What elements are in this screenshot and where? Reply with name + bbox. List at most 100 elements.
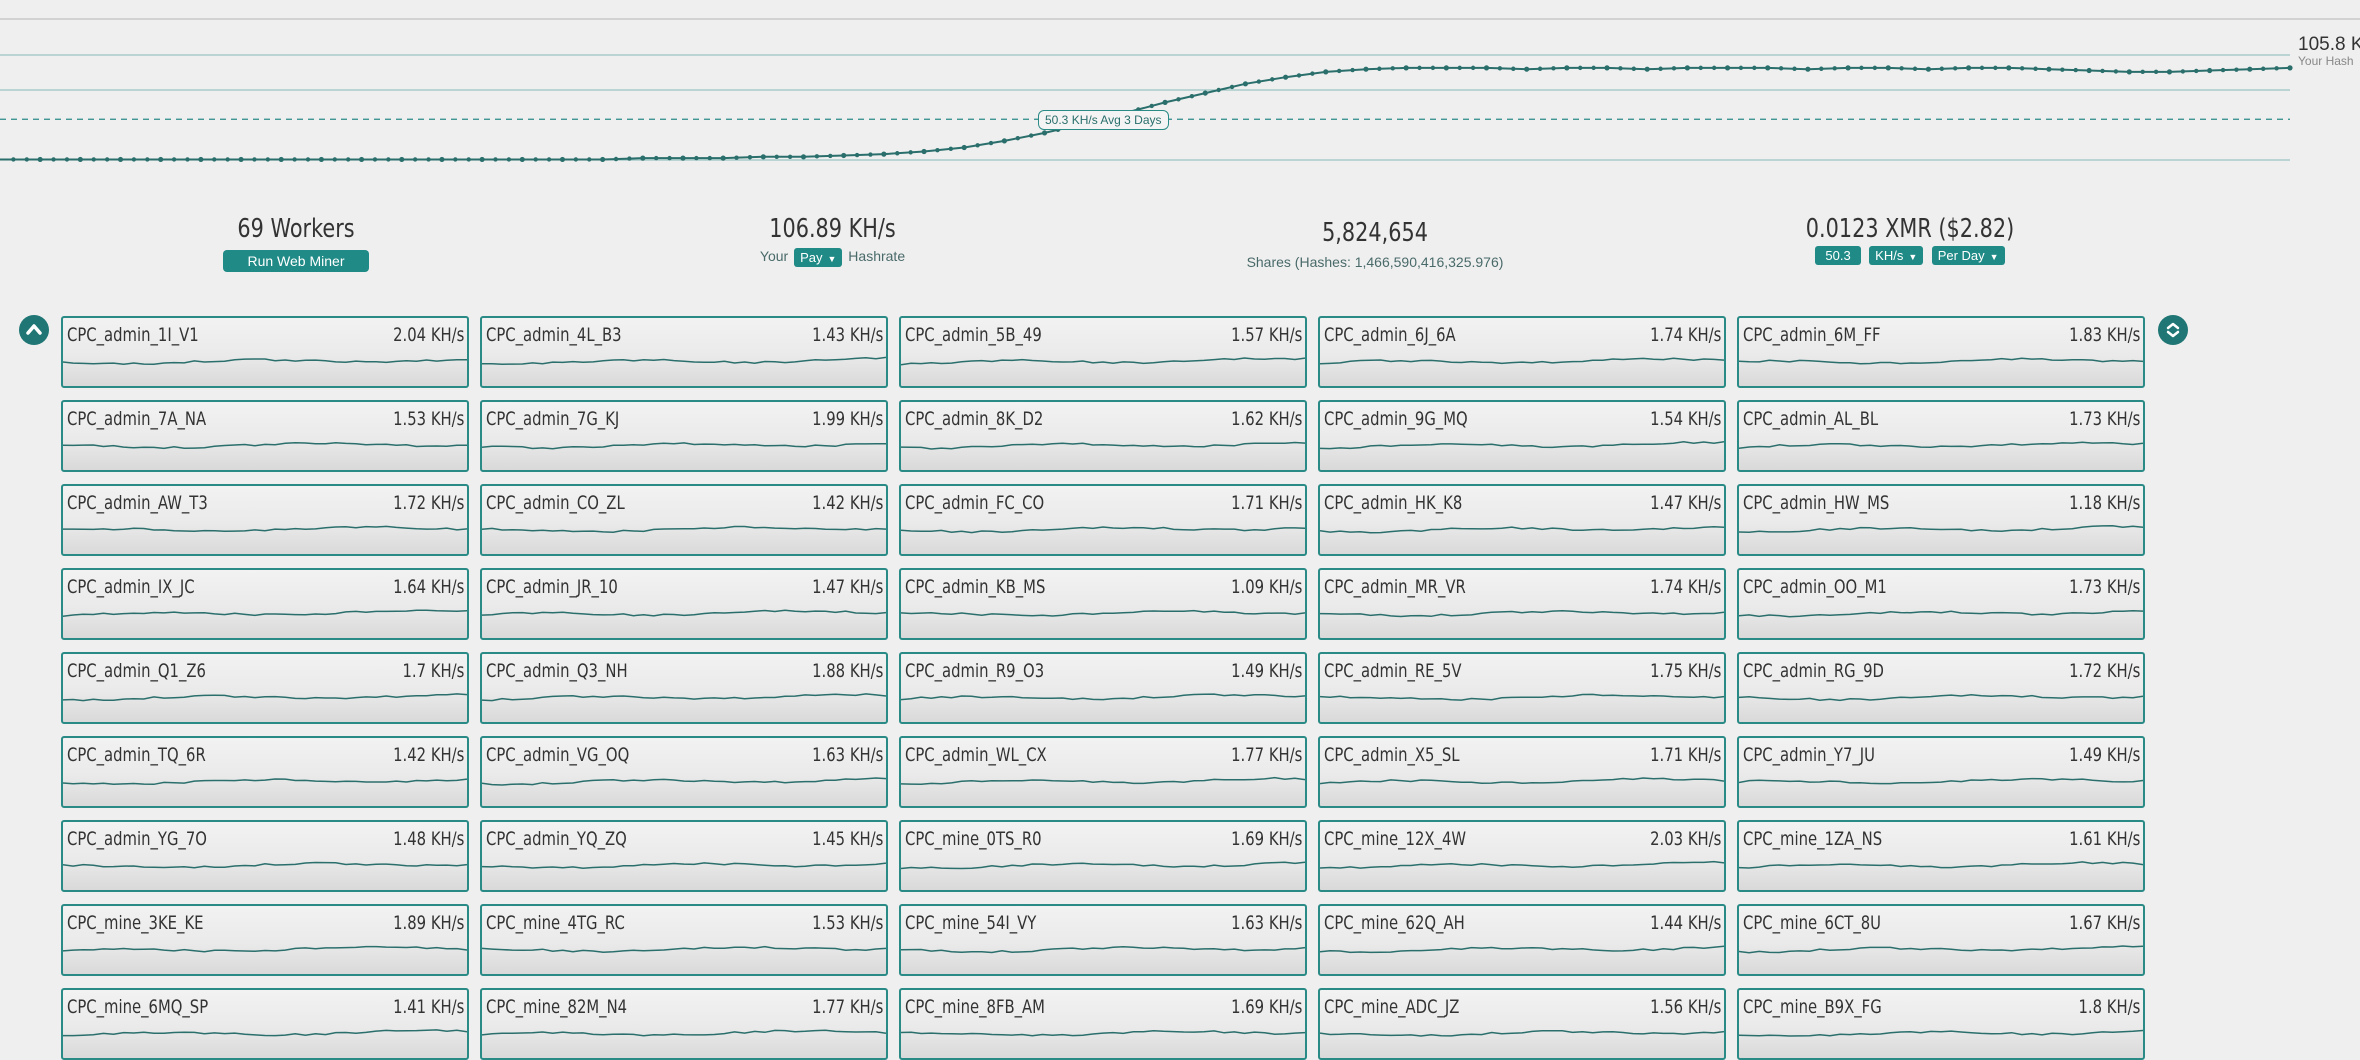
worker-card[interactable]: CPC_admin_Q1_Z6 1.7 KH/s <box>61 652 469 724</box>
worker-card[interactable]: CPC_mine_54I_VY 1.63 KH/s <box>899 904 1307 976</box>
worker-card[interactable]: CPC_admin_1I_V1 2.04 KH/s <box>61 316 469 388</box>
worker-hashrate: 1.72 KH/s <box>392 492 464 514</box>
worker-name: CPC_admin_RG_9D <box>1743 660 1884 682</box>
worker-card[interactable]: CPC_mine_82M_N4 1.77 KH/s <box>480 988 888 1060</box>
current-hashrate-caption: Your Hash <box>2298 54 2354 68</box>
worker-name: CPC_mine_0TS_R0 <box>905 828 1042 850</box>
run-web-miner-button[interactable]: Run Web Miner <box>223 250 369 272</box>
worker-hashrate: 1.64 KH/s <box>392 576 464 598</box>
worker-card[interactable]: CPC_admin_IX_JC 1.64 KH/s <box>61 568 469 640</box>
worker-card[interactable]: CPC_admin_JR_10 1.47 KH/s <box>480 568 888 640</box>
worker-card[interactable]: CPC_admin_RG_9D 1.72 KH/s <box>1737 652 2145 724</box>
worker-card[interactable]: CPC_admin_Y7_JU 1.49 KH/s <box>1737 736 2145 808</box>
worker-card[interactable]: CPC_mine_6CT_8U 1.67 KH/s <box>1737 904 2145 976</box>
worker-card[interactable]: CPC_admin_AL_BL 1.73 KH/s <box>1737 400 2145 472</box>
worker-card[interactable]: CPC_admin_KB_MS 1.09 KH/s <box>899 568 1307 640</box>
worker-name: CPC_admin_YG_7O <box>67 828 207 850</box>
worker-sparkline <box>482 693 886 702</box>
worker-card[interactable]: CPC_admin_CO_ZL 1.42 KH/s <box>480 484 888 556</box>
hashrate-data-point <box>252 157 257 162</box>
worker-sparkline <box>1320 526 1724 534</box>
hashrate-data-point <box>2019 66 2025 71</box>
worker-card[interactable]: CPC_mine_12X_4W 2.03 KH/s <box>1318 820 1726 892</box>
worker-card[interactable]: CPC_admin_YG_7O 1.48 KH/s <box>61 820 469 892</box>
worker-sparkline <box>1320 945 1724 954</box>
worker-name: CPC_admin_AW_T3 <box>67 492 208 514</box>
hashrate-data-point <box>1296 73 1302 78</box>
shares-stat: 5,824,654 Shares (Hashes: 1,466,590,416,… <box>1220 218 1530 270</box>
worker-card[interactable]: CPC_mine_3KE_KE 1.89 KH/s <box>61 904 469 976</box>
hashrate-data-point <box>386 157 391 162</box>
average-hashrate-label: 50.3 KH/s Avg 3 Days <box>1038 110 1169 131</box>
hashrate-data-point <box>787 154 793 159</box>
hashrate-data-point <box>2113 69 2119 74</box>
hashrate-data-point <box>2247 66 2253 72</box>
worker-card[interactable]: CPC_admin_R9_O3 1.49 KH/s <box>899 652 1307 724</box>
worker-sparkline <box>901 441 1305 450</box>
worker-sparkline-line <box>482 1029 886 1037</box>
hashrate-data-point <box>2194 68 2199 74</box>
worker-sparkline-line <box>1320 945 1724 954</box>
worker-card[interactable]: CPC_admin_WL_CX 1.77 KH/s <box>899 736 1307 808</box>
hashrate-caption-prefix: Your <box>759 248 789 265</box>
worker-card[interactable]: CPC_admin_9G_MQ 1.54 KH/s <box>1318 400 1726 472</box>
worker-card[interactable]: CPC_mine_4TG_RC 1.53 KH/s <box>480 904 888 976</box>
hashrate-data-point <box>1578 65 1583 71</box>
worker-card[interactable]: CPC_admin_OO_M1 1.73 KH/s <box>1737 568 2145 640</box>
hashrate-amount-input[interactable]: 50.3 <box>1815 246 1861 265</box>
hashrate-data-point <box>760 154 766 160</box>
hashrate-data-point <box>158 156 164 163</box>
worker-sparkline <box>63 358 467 366</box>
scroll-up-button[interactable] <box>19 315 49 345</box>
worker-sparkline-line <box>901 357 1305 366</box>
hashrate-data-point <box>1028 133 1034 138</box>
worker-card[interactable]: CPC_admin_AW_T3 1.72 KH/s <box>61 484 469 556</box>
worker-sparkline-line <box>1320 441 1724 450</box>
worker-name: CPC_admin_X5_SL <box>1324 744 1460 766</box>
worker-hashrate: 1.48 KH/s <box>392 828 464 850</box>
worker-card[interactable]: CPC_admin_6J_6A 1.74 KH/s <box>1318 316 1726 388</box>
hashrate-data-point <box>1591 65 1596 71</box>
worker-sparkline <box>1320 777 1724 785</box>
worker-card[interactable]: CPC_admin_Q3_NH 1.88 KH/s <box>480 652 888 724</box>
worker-name: CPC_admin_HK_K8 <box>1324 492 1463 514</box>
worker-card[interactable]: CPC_mine_0TS_R0 1.69 KH/s <box>899 820 1307 892</box>
hashrate-data-point <box>1377 66 1382 71</box>
worker-sparkline <box>63 525 467 532</box>
worker-card[interactable]: CPC_admin_6M_FF 1.83 KH/s <box>1737 316 2145 388</box>
hashrate-type-select[interactable]: Pay ▼ <box>794 248 843 267</box>
worker-card[interactable]: CPC_admin_8K_D2 1.62 KH/s <box>899 400 1307 472</box>
hashrate-unit-select[interactable]: KH/s ▼ <box>1869 246 1924 265</box>
period-select[interactable]: Per Day ▼ <box>1931 246 2005 265</box>
worker-card[interactable]: CPC_admin_YQ_ZQ 1.45 KH/s <box>480 820 888 892</box>
hashrate-data-point <box>881 151 887 157</box>
worker-sparkline <box>901 861 1305 870</box>
worker-sparkline-line <box>63 1029 467 1037</box>
worker-sparkline-line <box>1739 693 2143 702</box>
worker-card[interactable]: CPC_admin_HK_K8 1.47 KH/s <box>1318 484 1726 556</box>
worker-card[interactable]: CPC_admin_TQ_6R 1.42 KH/s <box>61 736 469 808</box>
worker-card[interactable]: CPC_mine_1ZA_NS 1.61 KH/s <box>1737 820 2145 892</box>
hashrate-data-point <box>1698 65 1703 71</box>
worker-card[interactable]: CPC_admin_5B_49 1.57 KH/s <box>899 316 1307 388</box>
worker-card[interactable]: CPC_mine_ADC_JZ 1.56 KH/s <box>1318 988 1726 1060</box>
scroll-toggle-button[interactable] <box>2158 315 2188 345</box>
current-hashrate-label: 105.8 KH <box>2298 34 2360 55</box>
hashrate-data-point <box>1684 65 1690 71</box>
worker-card[interactable]: CPC_admin_RE_5V 1.75 KH/s <box>1318 652 1726 724</box>
worker-card[interactable]: CPC_admin_4L_B3 1.43 KH/s <box>480 316 888 388</box>
worker-card[interactable]: CPC_mine_6MQ_SP 1.41 KH/s <box>61 988 469 1060</box>
worker-card[interactable]: CPC_mine_B9X_FG 1.8 KH/s <box>1737 988 2145 1060</box>
worker-card[interactable]: CPC_admin_7G_KJ 1.99 KH/s <box>480 400 888 472</box>
worker-card[interactable]: CPC_admin_HW_MS 1.18 KH/s <box>1737 484 2145 556</box>
worker-card[interactable]: CPC_mine_8FB_AM 1.69 KH/s <box>899 988 1307 1060</box>
hashrate-data-point <box>533 157 538 162</box>
worker-card[interactable]: CPC_admin_VG_OQ 1.63 KH/s <box>480 736 888 808</box>
hashrate-data-point <box>559 156 566 163</box>
worker-card[interactable]: CPC_admin_X5_SL 1.71 KH/s <box>1318 736 1726 808</box>
hashrate-data-point <box>841 152 847 159</box>
worker-card[interactable]: CPC_admin_7A_NA 1.53 KH/s <box>61 400 469 472</box>
worker-card[interactable]: CPC_mine_62Q_AH 1.44 KH/s <box>1318 904 1726 976</box>
worker-card[interactable]: CPC_admin_FC_CO 1.71 KH/s <box>899 484 1307 556</box>
worker-card[interactable]: CPC_admin_MR_VR 1.74 KH/s <box>1318 568 1726 640</box>
